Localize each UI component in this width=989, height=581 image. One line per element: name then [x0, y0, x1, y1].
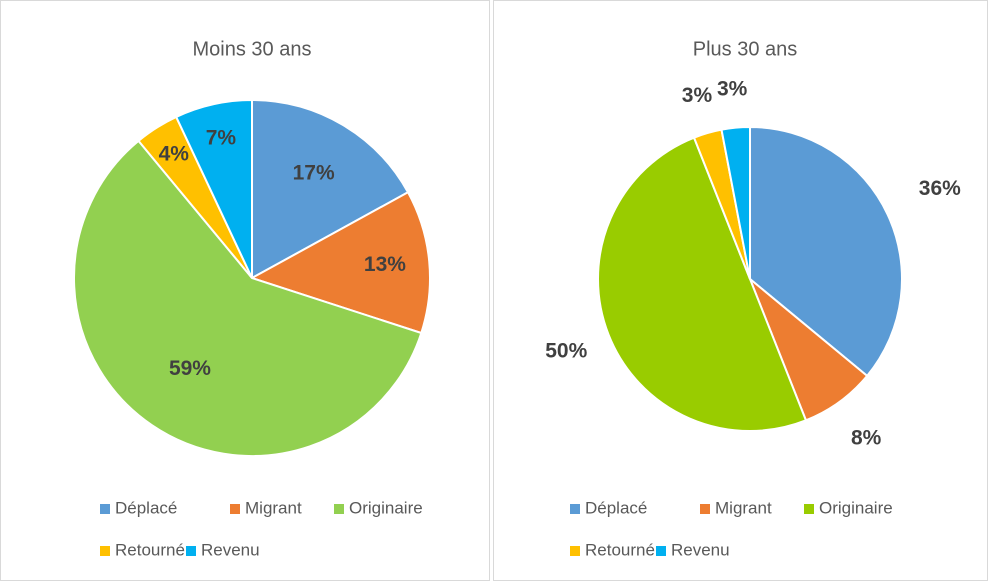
data-label: 3% [682, 84, 713, 107]
legend-label: Migrant [245, 498, 302, 517]
legend-label: Déplacé [585, 498, 647, 517]
legend-swatch [186, 546, 196, 556]
pie-slice [597, 136, 808, 432]
legend-label: Revenu [671, 540, 730, 559]
legend-label: Retourné [585, 540, 655, 559]
data-label: 13% [364, 253, 406, 276]
legend-label: Migrant [715, 498, 772, 517]
legend-label: Originaire [819, 498, 893, 517]
legend-swatch [100, 504, 110, 514]
pie-slice [251, 98, 410, 280]
legend-swatch [804, 504, 814, 514]
data-label: 17% [293, 161, 335, 184]
data-label: 3% [717, 77, 748, 100]
legend-label: Retourné [115, 540, 185, 559]
legend-swatch [334, 504, 344, 514]
data-label: 7% [206, 127, 237, 150]
pie-slice [249, 190, 431, 335]
chart-title: Plus 30 ans [693, 38, 798, 60]
legend-label: Revenu [201, 540, 260, 559]
legend-swatch [100, 546, 110, 556]
data-label: 50% [545, 339, 587, 362]
legend-swatch [570, 504, 580, 514]
pie-slice [73, 139, 423, 457]
legend-swatch [230, 504, 240, 514]
data-label: 59% [169, 357, 211, 380]
legend-label: Déplacé [115, 498, 177, 517]
legend-swatch [700, 504, 710, 514]
data-label: 4% [159, 142, 190, 165]
legend-label: Originaire [349, 498, 423, 517]
legend-swatch [656, 546, 666, 556]
data-label: 36% [919, 177, 961, 200]
data-label: 8% [851, 426, 882, 449]
pie-slice [749, 125, 903, 378]
chart-title: Moins 30 ans [193, 38, 312, 60]
pie-slice [720, 125, 751, 280]
pie-slice [174, 98, 253, 279]
legend-swatch [570, 546, 580, 556]
